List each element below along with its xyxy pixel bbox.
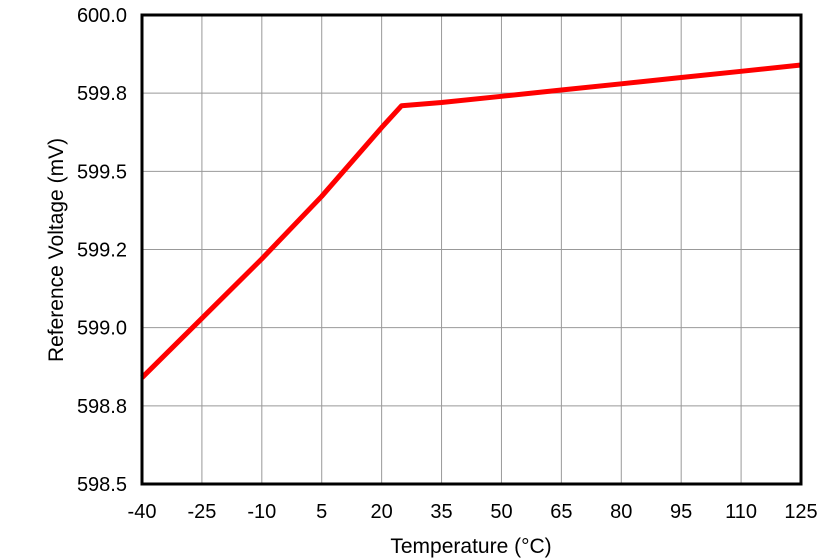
y-tick-label: 600.0 [77,5,127,27]
x-tick-label: 110 [725,501,757,523]
x-tick-label: 95 [670,501,692,523]
y-axis-title: Reference Voltage (mV) [45,138,68,362]
y-tick-label: 599.8 [77,83,127,105]
x-tick-label: 50 [490,501,512,523]
x-tick-label: -40 [128,501,157,523]
x-tick-label: 35 [430,501,452,523]
y-axis-tick-labels: 598.5 598.8 599.0 599.2 599.5 599.8 600.0 [77,5,127,496]
x-tick-label: -10 [247,501,276,523]
x-axis-tick-labels: -40 -25 -10 5 20 35 50 65 80 95 110 125 [128,501,818,523]
y-tick-label: 599.5 [77,161,127,183]
x-tick-label: 80 [610,501,632,523]
y-tick-label: 598.8 [77,396,127,418]
x-tick-label: 65 [550,501,572,523]
y-tick-label: 599.0 [77,318,127,340]
y-tick-label: 599.2 [77,240,127,262]
x-tick-label: 5 [316,501,327,523]
x-tick-label: 125 [784,501,817,523]
data-series [140,62,802,380]
x-axis-title: Temperature (°C) [390,535,551,558]
y-tick-label: 598.5 [77,474,127,496]
grid-lines [141,14,802,485]
series-line [140,62,802,380]
plot-frame [140,13,803,486]
x-tick-label: 20 [371,501,393,523]
x-tick-label: -25 [187,501,216,523]
